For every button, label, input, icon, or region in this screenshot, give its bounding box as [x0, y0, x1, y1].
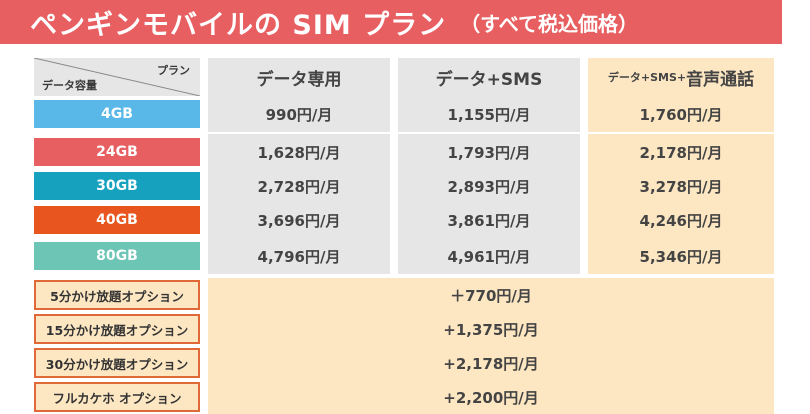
header-col3-small: データ+SMS+ [607, 71, 687, 84]
corner-diagonal [34, 58, 200, 96]
corner-plan-label: プラン [157, 64, 190, 77]
option-label: フルカケホ オプション [34, 382, 200, 412]
price-data-sms: 3,861円/月 [398, 202, 580, 238]
header-data-sms-voice: データ+SMS+ 音声通話 [588, 58, 774, 96]
option-label: 30分かけ放題オプション [34, 348, 200, 378]
gb-cell: 24GB [34, 138, 200, 166]
price-data-only: 990円/月 [208, 96, 390, 132]
title-sub: （すべて税込価格） [460, 11, 638, 36]
corner-capacity-label: データ容量 [42, 79, 97, 92]
price-data-only: 4,796円/月 [208, 238, 390, 274]
price-data-sms: 2,893円/月 [398, 168, 580, 204]
gb-cell: 80GB [34, 242, 200, 270]
header-data-sms: データ+SMS [398, 58, 580, 96]
header-data-only: データ専用 [208, 58, 390, 96]
price-data-sms: 1,155円/月 [398, 96, 580, 132]
price-data-only: 3,696円/月 [208, 202, 390, 238]
option-label: 15分かけ放題オプション [34, 314, 200, 344]
page-title: ペンギンモバイルの SIM プラン （すべて税込価格） [0, 0, 782, 44]
option-price: +2,200円/月 [208, 380, 774, 414]
gb-cell: 40GB [34, 206, 200, 234]
price-voice: 4,246円/月 [588, 202, 774, 238]
option-price: ＋770円/月 [208, 278, 774, 312]
gb-cell: 30GB [34, 172, 200, 200]
header-col3-big: 音声通話 [686, 69, 755, 90]
price-voice: 5,346円/月 [588, 238, 774, 274]
price-data-sms: 1,793円/月 [398, 134, 580, 170]
option-price: +2,178円/月 [208, 346, 774, 380]
table-corner: プラン データ容量 [34, 58, 200, 96]
price-voice: 3,278円/月 [588, 168, 774, 204]
option-price: +1,375円/月 [208, 312, 774, 346]
price-voice: 2,178円/月 [588, 134, 774, 170]
price-data-only: 2,728円/月 [208, 168, 390, 204]
price-data-sms: 4,961円/月 [398, 238, 580, 274]
option-label: 5分かけ放題オプション [34, 280, 200, 310]
gb-cell: 4GB [34, 100, 200, 128]
price-data-only: 1,628円/月 [208, 134, 390, 170]
price-voice: 1,760円/月 [588, 96, 774, 132]
title-main: ペンギンモバイルの SIM プラン [30, 9, 447, 41]
